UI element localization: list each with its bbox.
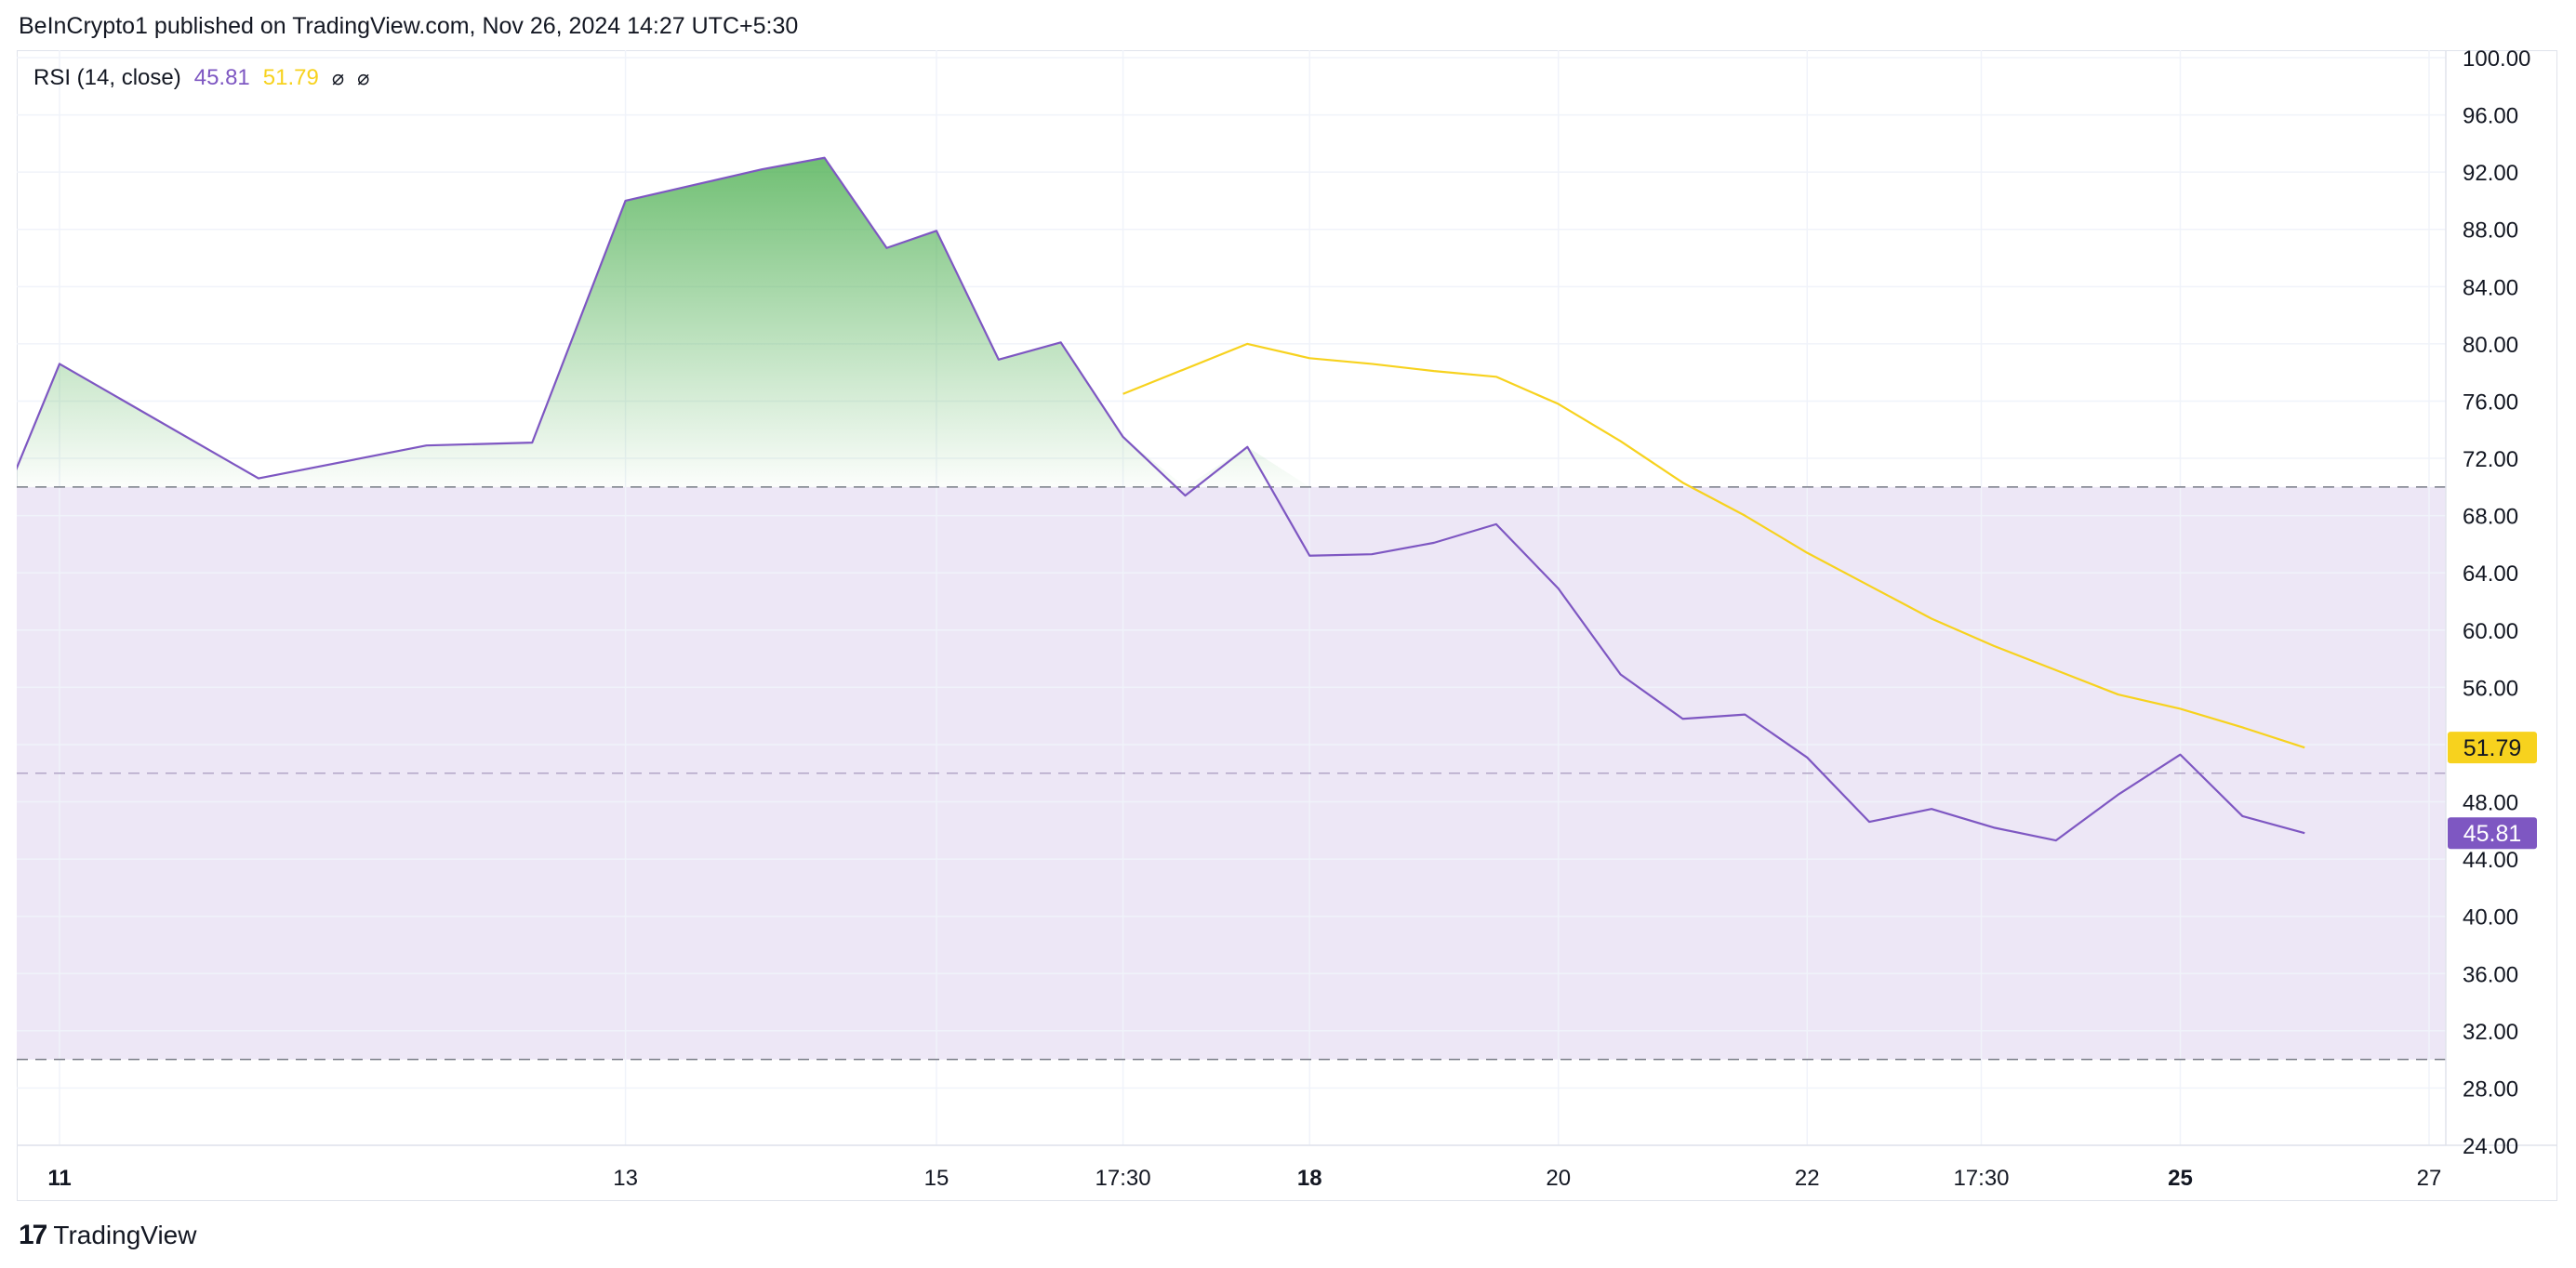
rsi-value-badge-label: 45.81	[2463, 821, 2522, 847]
y-tick-label: 24.00	[2463, 1134, 2518, 1159]
y-tick-label: 56.00	[2463, 676, 2518, 701]
rsi-ma-line	[1122, 342, 2305, 749]
y-tick-label: 64.00	[2463, 561, 2518, 587]
y-tick-label: 36.00	[2463, 962, 2518, 987]
ma-value-badge	[2448, 732, 2537, 764]
x-tick-label: 25	[2168, 1166, 2193, 1191]
x-tick-label: 22	[1795, 1166, 1820, 1191]
legend-ma-value: 51.79	[262, 65, 319, 90]
legend-rsi-value: 45.81	[193, 65, 250, 90]
x-tick-label: 15	[924, 1166, 949, 1191]
y-tick-label: 100.00	[2463, 46, 2530, 72]
legend-title: RSI (14, close)	[33, 65, 181, 90]
empty-set-icon: ⌀	[331, 66, 345, 89]
tradingview-name: TradingView	[53, 1221, 197, 1249]
y-tick-label: 72.00	[2463, 447, 2518, 472]
indicator-legend[interactable]: RSI (14, close) 45.81 51.79 ⌀ ⌀	[33, 65, 369, 91]
x-tick-label: 27	[2417, 1166, 2442, 1191]
y-tick-label: 28.00	[2463, 1076, 2518, 1102]
y-tick-label: 40.00	[2463, 905, 2518, 931]
rsi-value-badge	[2448, 817, 2537, 850]
y-tick-label: 68.00	[2463, 505, 2518, 530]
rsi-line	[17, 156, 2305, 842]
x-tick-label: 13	[613, 1166, 638, 1191]
y-tick-label: 84.00	[2463, 275, 2518, 300]
tradingview-logo-icon: 17	[19, 1220, 47, 1250]
x-tick-label: 18	[1297, 1166, 1322, 1191]
y-tick-label: 88.00	[2463, 218, 2518, 244]
tradingview-branding[interactable]: 17 TradingView	[19, 1220, 196, 1251]
overbought-fill	[17, 157, 2305, 487]
x-tick-label: 20	[1546, 1166, 1571, 1191]
y-tick-label: 96.00	[2463, 104, 2518, 129]
y-tick-label: 32.00	[2463, 1020, 2518, 1045]
y-tick-label: 60.00	[2463, 619, 2518, 644]
y-tick-label: 80.00	[2463, 333, 2518, 358]
y-tick-label: 92.00	[2463, 161, 2518, 186]
x-tick-label: 17:30	[1953, 1166, 2009, 1191]
y-tick-label: 48.00	[2463, 791, 2518, 816]
ma-value-badge-label: 51.79	[2463, 735, 2522, 761]
x-tick-label: 11	[47, 1166, 71, 1191]
y-tick-label: 44.00	[2463, 848, 2518, 873]
y-tick-label: 76.00	[2463, 390, 2518, 415]
published-info: BeInCrypto1 published on TradingView.com…	[19, 13, 799, 39]
x-tick-label: 17:30	[1095, 1166, 1151, 1191]
empty-set-icon-2: ⌀	[357, 66, 370, 89]
